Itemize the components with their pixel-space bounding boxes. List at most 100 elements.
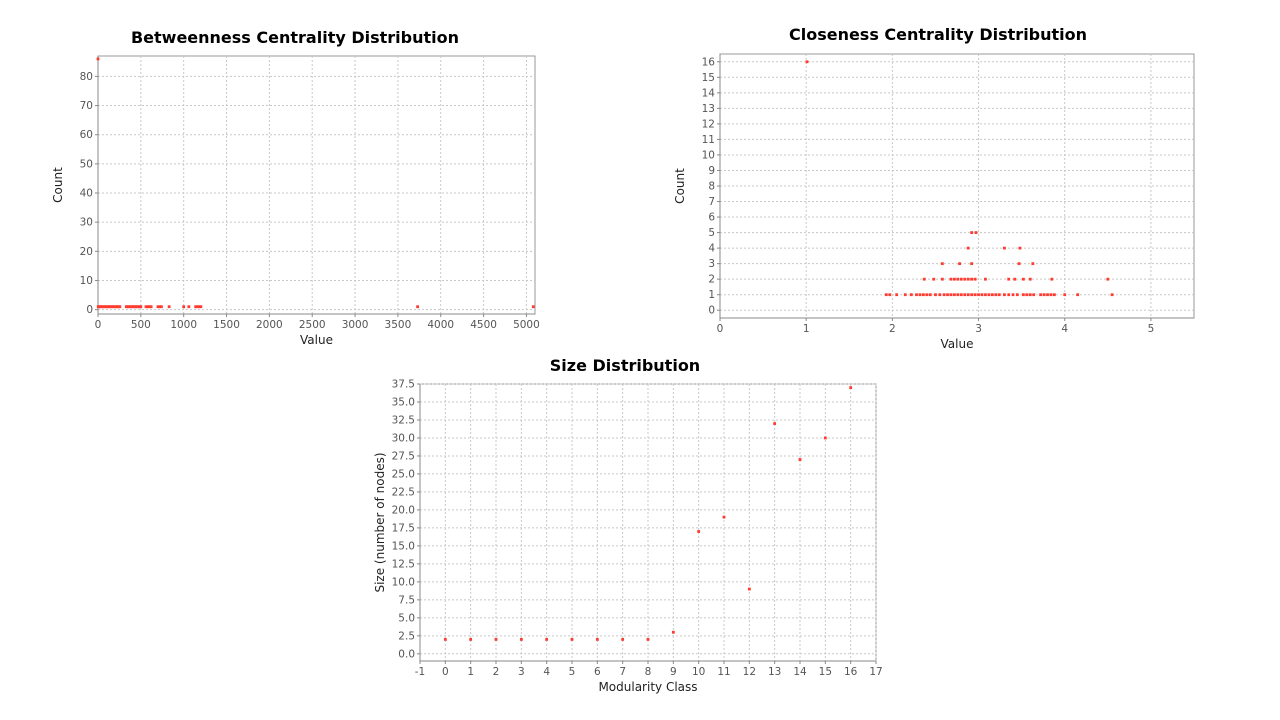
data-point (798, 458, 802, 461)
x-tick-label: 13 (768, 666, 781, 678)
data-point (903, 293, 907, 297)
data-point (197, 305, 201, 309)
data-point (966, 277, 970, 281)
data-point (167, 305, 171, 309)
y-tick-label: 35.0 (392, 396, 415, 408)
data-point (973, 277, 977, 281)
y-tick-label: 30 (80, 217, 93, 229)
x-tick-label: 4000 (427, 319, 454, 331)
y-tick-label: 14 (702, 87, 716, 99)
data-point (722, 515, 726, 519)
y-tick-label: 10.0 (392, 576, 415, 588)
x-tick-label: 4 (543, 666, 550, 678)
data-point (773, 422, 777, 425)
data-point (1032, 293, 1036, 297)
data-point (545, 638, 549, 641)
data-point (149, 305, 153, 309)
data-point (621, 638, 625, 641)
y-tick-label: 15.0 (392, 540, 415, 552)
y-tick-label: 20.0 (392, 504, 415, 516)
data-point (966, 293, 970, 297)
y-tick-label: 13 (702, 103, 715, 115)
x-tick-label: 4 (1061, 323, 1068, 335)
x-tick-label: 2000 (256, 319, 283, 331)
x-tick-label: 1 (803, 323, 810, 335)
chart-title: Size Distribution (549, 356, 701, 375)
x-tick-label: 9 (670, 666, 677, 678)
data-point (959, 293, 963, 297)
data-point (146, 305, 150, 309)
data-point (849, 386, 853, 389)
y-tick-label: 7.5 (398, 594, 415, 606)
data-point (942, 293, 946, 297)
x-tick-label: 3500 (385, 319, 412, 331)
data-point (823, 436, 827, 440)
data-point (922, 277, 926, 281)
data-point (570, 638, 574, 641)
data-point (974, 231, 978, 234)
y-tick-label: 0 (86, 304, 93, 316)
y-tick-label: 5.0 (398, 612, 415, 624)
data-point (194, 305, 198, 309)
data-point (195, 305, 199, 309)
data-point (970, 231, 974, 234)
y-tick-label: 9 (708, 165, 715, 177)
data-point (949, 277, 953, 281)
data-point (956, 293, 960, 297)
y-tick-label: 8 (708, 181, 715, 193)
x-tick-label: 2 (889, 323, 896, 335)
data-point (963, 293, 967, 297)
y-tick-label: 22.5 (392, 486, 415, 498)
y-tick-label: 27.5 (392, 450, 415, 462)
data-point (1063, 293, 1067, 297)
y-tick-label: 16 (702, 56, 716, 68)
y-tick-label: 10 (702, 149, 715, 161)
x-axis-label: Modularity Class (598, 680, 697, 694)
data-point (1007, 293, 1011, 297)
data-point (909, 293, 913, 297)
x-tick-label: 2 (493, 666, 500, 678)
data-point (928, 293, 932, 297)
data-point (970, 277, 974, 281)
chart-title: Betweenness Centrality Distribution (130, 28, 460, 47)
x-tick-label: 0 (717, 323, 724, 335)
data-point (1052, 293, 1056, 297)
data-point (953, 293, 956, 297)
data-point (921, 293, 925, 297)
x-tick-label: 12 (743, 666, 756, 678)
data-point (1021, 293, 1025, 297)
y-tick-label: 37.5 (392, 379, 415, 391)
y-tick-label: 11 (702, 134, 715, 146)
data-point (182, 305, 186, 309)
data-point (1106, 277, 1110, 281)
y-tick-label: 6 (708, 212, 715, 224)
y-tick-label: 3 (708, 258, 715, 270)
y-tick-label: 30.0 (392, 432, 415, 444)
y-tick-label: 0 (708, 305, 715, 317)
x-tick-label: 3000 (342, 319, 369, 331)
y-tick-label: 40 (80, 188, 93, 200)
y-tick-label: 15 (702, 72, 715, 84)
data-point (958, 262, 961, 266)
data-point (934, 293, 937, 297)
data-point (977, 293, 980, 297)
data-point (139, 305, 143, 309)
data-point (1021, 277, 1025, 281)
y-tick-label: 12 (702, 118, 715, 130)
y-tick-label: 7 (708, 196, 715, 208)
data-point (160, 305, 163, 309)
x-tick-label: 8 (645, 666, 652, 678)
data-point (994, 293, 998, 297)
data-point (1046, 293, 1049, 297)
data-point (469, 638, 473, 641)
data-point (1028, 277, 1032, 281)
data-point (1050, 277, 1054, 281)
data-point (949, 293, 953, 297)
data-point (990, 293, 994, 297)
data-point (1076, 293, 1080, 297)
data-point (148, 305, 151, 309)
data-point (595, 638, 599, 641)
data-point (1028, 293, 1032, 297)
data-point (144, 305, 148, 309)
